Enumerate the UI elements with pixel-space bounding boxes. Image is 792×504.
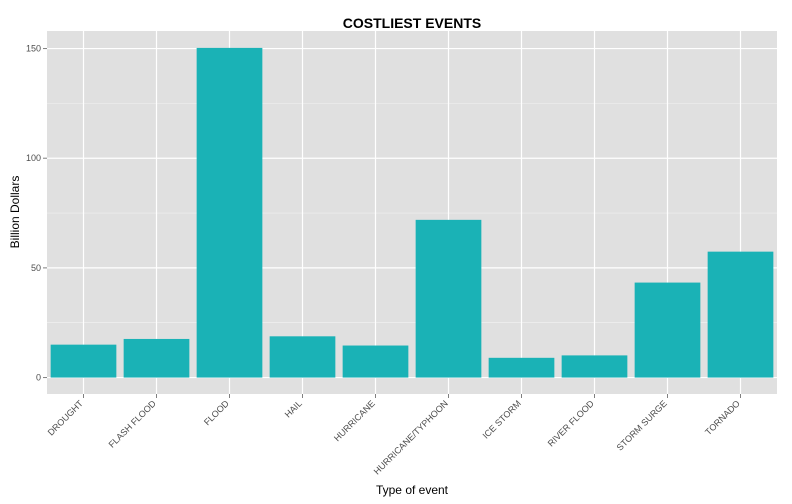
bar-tornado (707, 251, 774, 378)
bar-storm-surge (634, 282, 701, 378)
bar-hurricane (342, 345, 409, 378)
x-axis-title: Type of event (376, 483, 449, 497)
bar-drought (50, 344, 117, 378)
y-tick-label: 150 (26, 44, 41, 54)
bar-hurricane-typhoon (415, 219, 482, 378)
x-tick-label: FLASH FLOOD (107, 398, 159, 450)
x-tick-label: TORNADO (703, 398, 742, 437)
y-tick-label: 100 (26, 153, 41, 163)
chart-title: COSTLIEST EVENTS (343, 15, 481, 31)
bar-river-flood (561, 355, 628, 378)
x-tick-label: HURRICANE (332, 398, 377, 443)
x-tick-label: FLOOD (202, 398, 231, 427)
bars (50, 47, 774, 378)
y-tick-label: 0 (36, 373, 41, 383)
y-tick-label: 50 (31, 263, 41, 273)
bar-flood (196, 47, 263, 378)
y-axis-title: Billion Dollars (8, 176, 22, 249)
y-axis-ticks: 0 50 100 150 (26, 44, 47, 383)
x-tick-label: RIVER FLOOD (546, 398, 597, 449)
bar-flash-flood (123, 338, 190, 378)
x-axis-ticks: DROUGHT FLASH FLOOD FLOOD HAIL HURRICANEHURR… (46, 394, 742, 476)
x-tick-label: DROUGHT (46, 398, 86, 438)
x-tick-label: HURRICANE/TYPHOON (372, 398, 450, 476)
x-tick-label: HAIL (283, 398, 304, 419)
x-tick-label: STORM SURGE (615, 398, 669, 452)
bar-hail (269, 336, 336, 378)
x-tick-label: ICE STORM (481, 398, 523, 440)
bar-ice-storm (488, 357, 555, 378)
